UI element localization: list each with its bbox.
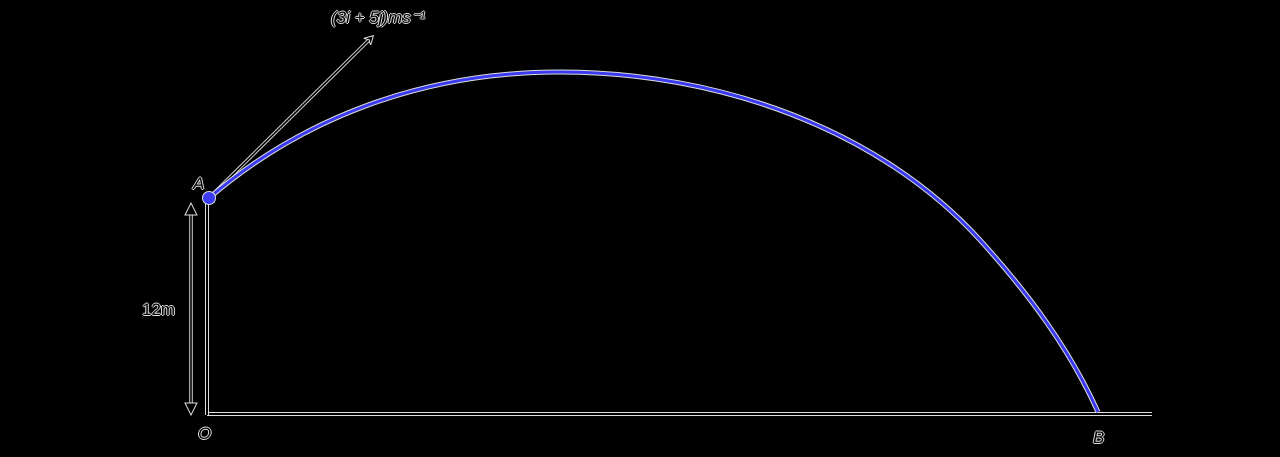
height-dimension-arrow [184,201,198,417]
trajectory-curve [207,69,1101,414]
velocity-arrow [207,37,372,200]
point-a-label: A [193,174,205,193]
velocity-label: (3i + 5j)ms⁻¹ [331,8,426,27]
height-label: 12m [142,300,176,319]
origin-label: O [198,424,212,443]
point-b-label: B [1093,428,1105,447]
point-a-marker [202,191,216,205]
